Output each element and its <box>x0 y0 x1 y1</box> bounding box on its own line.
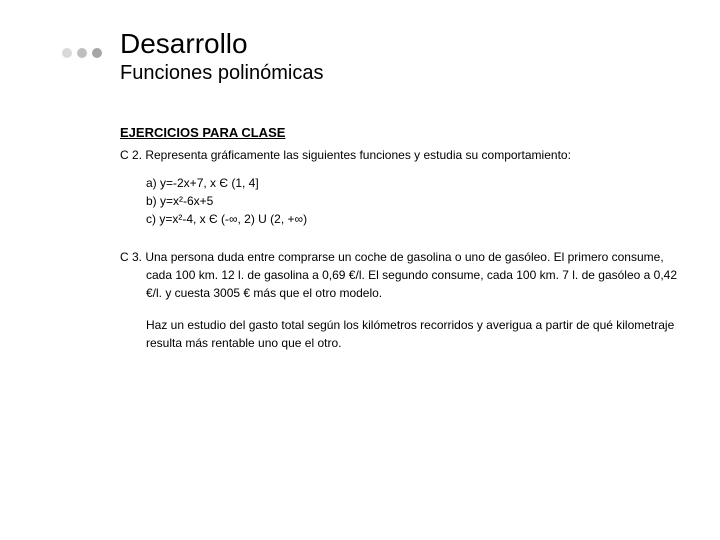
page-title: Desarrollo <box>120 28 680 60</box>
slide-content: Desarrollo Funciones polinómicas EJERCIC… <box>0 0 720 386</box>
exercise-c3-para2: Haz un estudio del gasto total según los… <box>120 316 680 352</box>
page-subtitle: Funciones polinómicas <box>120 62 680 85</box>
bullet-icon <box>92 48 102 58</box>
exercise-c2-items: a) y=-2x+7, x Є (1, 4] b) y=x²-6x+5 c) y… <box>120 174 680 228</box>
exercise-c2-intro: C 2. Representa gráficamente las siguien… <box>120 148 680 162</box>
decorative-bullets <box>62 48 102 58</box>
bullet-icon <box>62 48 72 58</box>
list-item: a) y=-2x+7, x Є (1, 4] <box>146 174 680 192</box>
list-item: b) y=x²-6x+5 <box>146 192 680 210</box>
section-heading: EJERCICIOS PARA CLASE <box>120 125 680 140</box>
bullet-icon <box>77 48 87 58</box>
exercise-c3-para1: C 3. Una persona duda entre comprarse un… <box>120 248 680 302</box>
list-item: c) y=x²-4, x Є (-∞, 2) U (2, +∞) <box>146 210 680 228</box>
